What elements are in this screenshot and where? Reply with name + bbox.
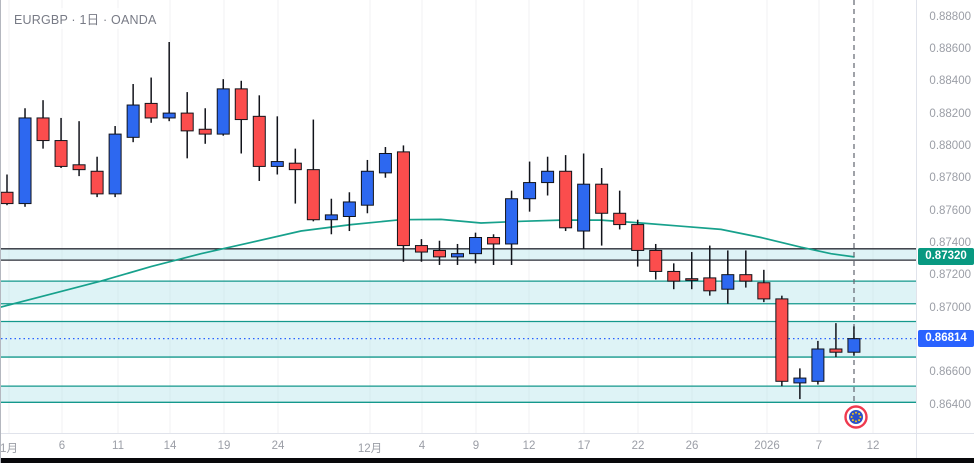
candlestick: [72, 164, 86, 171]
candlestick-chart[interactable]: [1, 0, 916, 433]
price-axis-label: 0.88200: [929, 107, 971, 120]
time-axis-label: 2026: [754, 440, 780, 452]
eu-flag-star-icon: [858, 412, 861, 415]
eu-flag-star-icon: [851, 412, 854, 415]
candlestick: [1, 191, 14, 205]
candlestick: [126, 104, 140, 138]
price-zone-fill: [1, 281, 916, 304]
price-axis-label: 0.88800: [929, 10, 971, 23]
candlestick: [847, 338, 861, 353]
candlestick: [252, 115, 266, 167]
candlestick: [144, 102, 158, 119]
candlestick: [234, 88, 248, 121]
time-axis-label: 12月: [357, 443, 383, 455]
price-axis[interactable]: 0.87320 0.86814 0.88800 0.88600 0.88400 0.8…: [916, 0, 974, 433]
candlestick: [721, 274, 735, 290]
axis-corner: [916, 433, 974, 459]
time-axis-label: 11: [112, 440, 124, 452]
candlestick: [829, 348, 843, 353]
candlestick: [487, 237, 501, 245]
candlestick: [595, 183, 609, 214]
ma-value-badge: 0.87320: [918, 248, 974, 266]
candlestick: [342, 201, 356, 217]
candlestick: [378, 152, 392, 174]
symbol-title[interactable]: EURGBP · 1日 · OANDA: [11, 8, 160, 29]
candlestick: [811, 348, 825, 382]
candlestick: [162, 112, 176, 119]
candlestick: [775, 298, 789, 382]
candlestick: [324, 214, 338, 221]
time-axis-label: 12: [522, 440, 536, 452]
candlestick: [649, 249, 663, 272]
time-axis-label: 9: [472, 440, 480, 452]
eu-flag-star-icon: [858, 419, 861, 422]
time-axis-label: 12: [866, 440, 880, 452]
price-axis-label: 0.88400: [929, 75, 971, 88]
time-axis-label: 19: [217, 440, 231, 452]
eu-flag-star-icon: [855, 411, 857, 414]
price-axis-label: 0.87800: [929, 172, 971, 185]
candlestick: [793, 377, 807, 384]
candlestick: [36, 117, 50, 142]
time-axis-label: 24: [271, 440, 285, 452]
candlestick: [541, 170, 555, 184]
candlestick: [613, 212, 627, 226]
time-axis-label: 7: [815, 440, 823, 452]
price-axis-label: 0.87000: [929, 301, 971, 314]
candlestick: [432, 249, 446, 258]
candlestick: [757, 282, 771, 300]
candlestick: [198, 128, 212, 135]
candlestick: [469, 237, 483, 255]
candlestick: [288, 162, 302, 171]
time-axis-label: 6: [58, 440, 66, 452]
price-axis-label: 0.87200: [929, 269, 971, 282]
price-zone-fill: [1, 386, 916, 403]
price-axis-label: 0.86400: [929, 398, 971, 411]
eu-flag-star-icon: [859, 416, 862, 418]
candlestick: [180, 112, 194, 132]
time-axis-label: 17: [577, 440, 591, 452]
candlestick: [739, 274, 753, 282]
time-axis-label: 22: [631, 440, 645, 452]
candlestick: [414, 245, 428, 253]
price-axis-label: 0.88000: [929, 140, 971, 153]
candlestick: [451, 253, 464, 258]
candlestick: [396, 151, 410, 247]
window-bottom-edge: [1, 458, 974, 463]
candlestick: [667, 270, 681, 282]
eu-flag-star-icon: [855, 420, 857, 423]
price-axis-label: 0.86600: [929, 366, 971, 379]
candlestick: [703, 277, 717, 292]
candlestick: [90, 170, 104, 195]
price-axis-label: 0.87400: [929, 236, 971, 249]
candlestick: [216, 88, 230, 135]
time-axis-label: 4: [418, 440, 426, 452]
time-axis-label: 1月: [0, 443, 18, 455]
candlestick: [685, 278, 699, 281]
price-axis-label: 0.88600: [929, 43, 971, 56]
time-axis-label: 26: [685, 440, 699, 452]
time-axis[interactable]: 1月 6 11 14 19 24 12月 4 9 12 17 22 26 2026 7 12: [1, 433, 916, 459]
current-price-badge: 0.86814: [918, 330, 974, 348]
candlestick: [360, 170, 374, 206]
eu-flag-star-icon: [851, 419, 854, 422]
candlestick: [631, 224, 645, 251]
price-zone-fill: [1, 321, 916, 358]
candlestick: [306, 169, 320, 221]
candlestick: [54, 140, 68, 167]
candlestick: [18, 117, 32, 205]
candlestick: [270, 161, 284, 167]
time-axis-label: 14: [163, 440, 177, 452]
price-axis-label: 0.87600: [929, 204, 971, 217]
candlestick: [577, 183, 591, 232]
eu-flag-star-icon: [850, 416, 853, 418]
candlestick: [108, 133, 122, 195]
candlestick: [523, 182, 537, 200]
moving-average-line: [1, 218, 855, 308]
candlestick: [559, 170, 573, 229]
candlestick: [505, 198, 519, 245]
